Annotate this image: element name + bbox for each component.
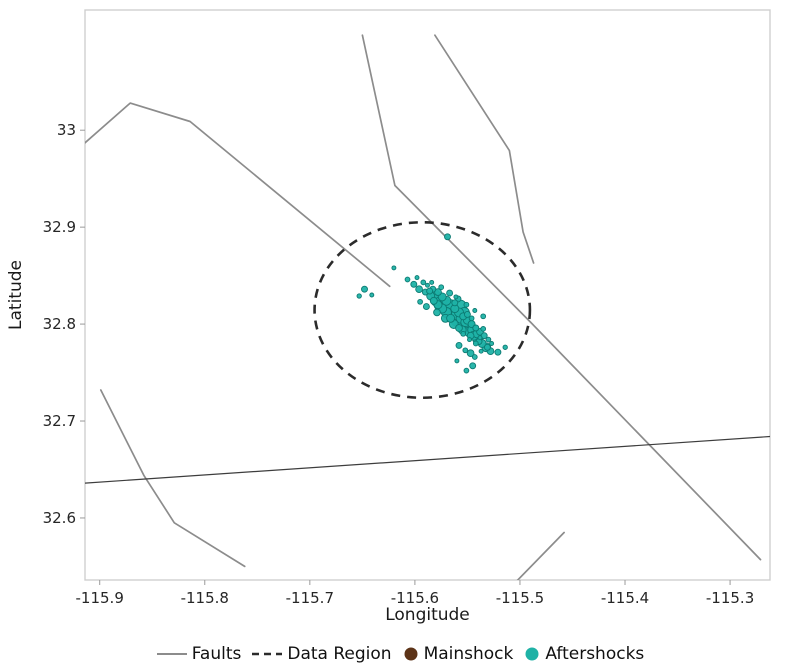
legend-label-faults: Faults: [191, 644, 242, 664]
data-region-dash-swatch-icon: [252, 652, 283, 656]
legend-item-faults: Faults: [156, 644, 242, 664]
svg-text:32.6: 32.6: [43, 509, 76, 527]
mainshock-dot-swatch-icon: [404, 647, 418, 661]
map-plot: -115.9 -115.8 -115.7 -115.6 -115.5 -115.4 -115…: [43, 9, 771, 607]
svg-text:-115.4: -115.4: [601, 589, 649, 607]
svg-text:-115.8: -115.8: [181, 589, 229, 607]
svg-text:-115.9: -115.9: [76, 589, 124, 607]
svg-text:32.9: 32.9: [43, 218, 76, 236]
svg-text:33: 33: [57, 121, 76, 139]
legend-label-data-region: Data Region: [287, 644, 392, 664]
svg-text:-115.7: -115.7: [286, 589, 334, 607]
svg-text:32.8: 32.8: [43, 315, 76, 333]
legend-label-aftershocks: Aftershocks: [545, 644, 645, 664]
svg-text:-115.3: -115.3: [706, 589, 754, 607]
legend-label-mainshock: Mainshock: [423, 644, 514, 664]
x-axis-label: Longitude: [385, 605, 470, 625]
legend: Faults Data Region Mainshock Aftershocks: [0, 638, 800, 670]
svg-text:-115.5: -115.5: [496, 589, 544, 607]
svg-text:-115.6: -115.6: [391, 589, 439, 607]
aftershocks-dot-swatch-icon: [525, 647, 539, 661]
faults-line-swatch-icon: [156, 653, 187, 655]
legend-item-mainshock: Mainshock: [402, 644, 514, 664]
svg-text:32.7: 32.7: [43, 412, 76, 430]
legend-item-data-region: Data Region: [251, 644, 392, 664]
legend-item-aftershocks: Aftershocks: [523, 644, 644, 664]
y-axis-label: Latitude: [6, 260, 26, 330]
